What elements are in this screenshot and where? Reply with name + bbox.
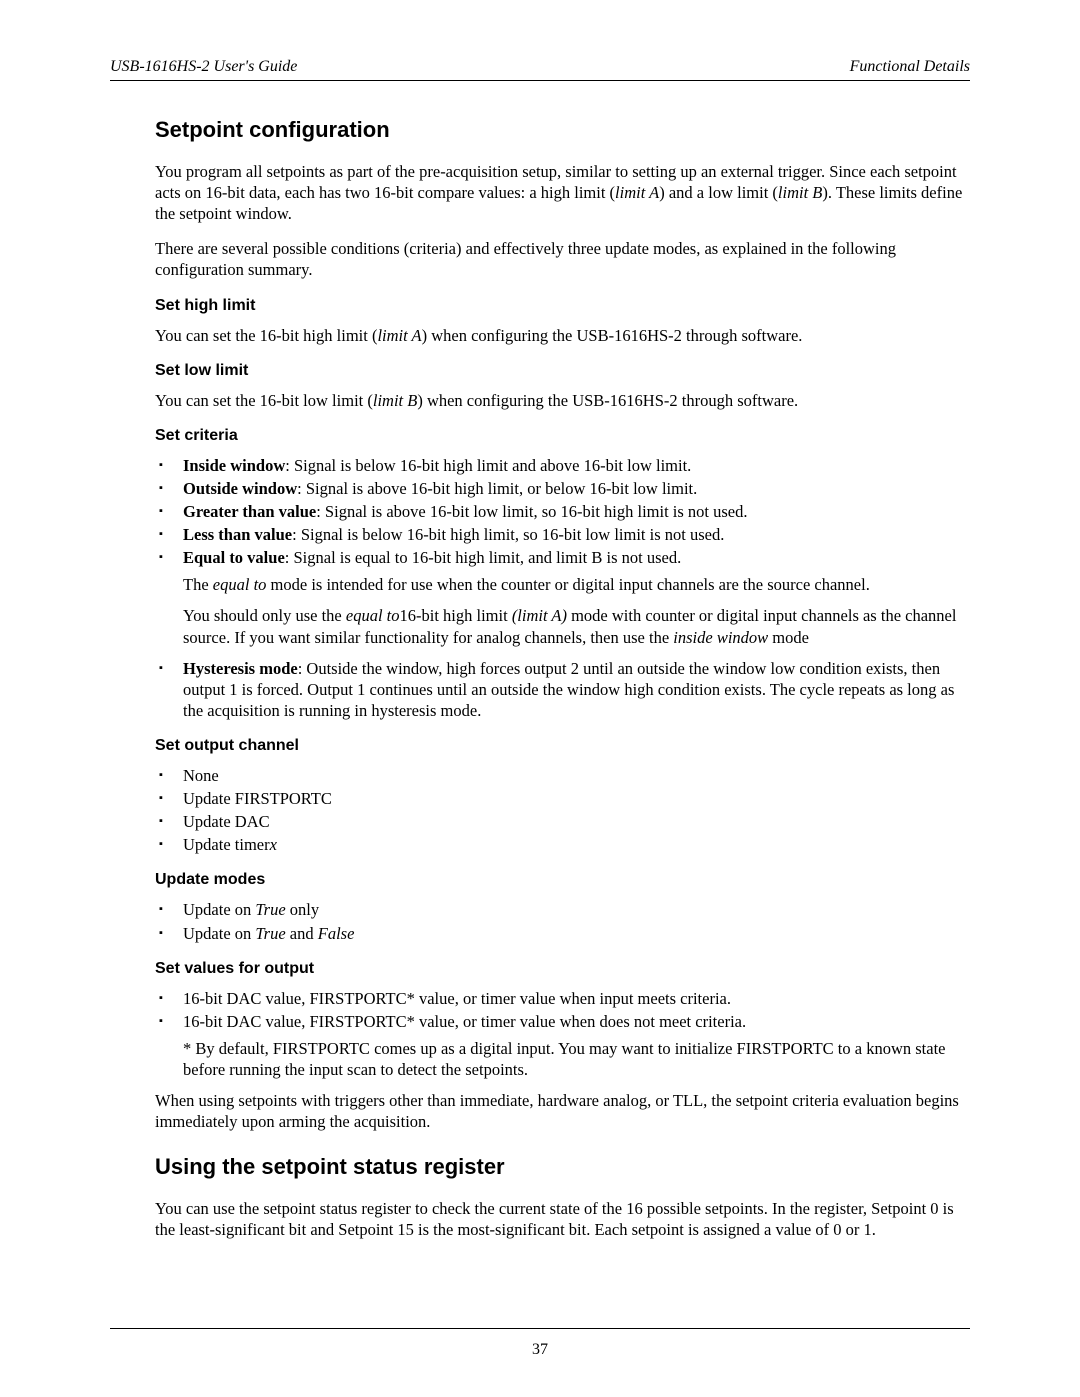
values-list: 16-bit DAC value, FIRSTPORTC* value, or …: [155, 988, 970, 1032]
header-left: USB-1616HS-2 User's Guide: [110, 58, 297, 76]
criteria-sub-2: You should only use the equal to16-bit h…: [155, 605, 970, 647]
list-item: 16-bit DAC value, FIRSTPORTC* value, or …: [155, 988, 970, 1009]
values-note: * By default, FIRSTPORTC comes up as a d…: [155, 1038, 970, 1080]
criteria-sub-1: The equal to mode is intended for use wh…: [155, 574, 970, 595]
list-item: None: [155, 765, 970, 786]
set-low-limit-text: You can set the 16-bit low limit (limit …: [155, 390, 970, 411]
update-modes-heading: Update modes: [155, 871, 970, 889]
criteria-list-2: Hysteresis mode: Outside the window, hig…: [155, 658, 970, 721]
list-item: Update timerx: [155, 834, 970, 855]
list-item: Hysteresis mode: Outside the window, hig…: [155, 658, 970, 721]
header-rule: [110, 80, 970, 81]
set-low-limit-heading: Set low limit: [155, 362, 970, 380]
section-title-status-register: Using the setpoint status register: [155, 1154, 970, 1180]
list-item: Update FIRSTPORTC: [155, 788, 970, 809]
footer-rule: [110, 1328, 970, 1329]
header-right: Functional Details: [850, 58, 970, 76]
intro-paragraph-1: You program all setpoints as part of the…: [155, 161, 970, 224]
list-item: Outside window: Signal is above 16-bit h…: [155, 478, 970, 499]
page: USB-1616HS-2 User's Guide Functional Det…: [0, 0, 1080, 1397]
set-high-limit-text: You can set the 16-bit high limit (limit…: [155, 325, 970, 346]
list-item: Equal to value: Signal is equal to 16-bi…: [155, 547, 970, 568]
list-item: Update on True only: [155, 899, 970, 920]
list-item: Less than value: Signal is below 16-bit …: [155, 524, 970, 545]
list-item: 16-bit DAC value, FIRSTPORTC* value, or …: [155, 1011, 970, 1032]
list-item: Update DAC: [155, 811, 970, 832]
set-values-heading: Set values for output: [155, 960, 970, 978]
content: Setpoint configuration You program all s…: [110, 117, 970, 1241]
set-output-heading: Set output channel: [155, 737, 970, 755]
page-number: 37: [0, 1341, 1080, 1359]
list-item: Inside window: Signal is below 16-bit hi…: [155, 455, 970, 476]
set-criteria-heading: Set criteria: [155, 427, 970, 445]
page-header: USB-1616HS-2 User's Guide Functional Det…: [110, 58, 970, 80]
section-title-setpoint-config: Setpoint configuration: [155, 117, 970, 143]
modes-list: Update on True only Update on True and F…: [155, 899, 970, 943]
status-register-paragraph: You can use the setpoint status register…: [155, 1198, 970, 1240]
list-item: Update on True and False: [155, 923, 970, 944]
closing-paragraph: When using setpoints with triggers other…: [155, 1090, 970, 1132]
list-item: Greater than value: Signal is above 16-b…: [155, 501, 970, 522]
criteria-list: Inside window: Signal is below 16-bit hi…: [155, 455, 970, 569]
intro-paragraph-2: There are several possible conditions (c…: [155, 238, 970, 280]
set-high-limit-heading: Set high limit: [155, 297, 970, 315]
output-list: None Update FIRSTPORTC Update DAC Update…: [155, 765, 970, 855]
